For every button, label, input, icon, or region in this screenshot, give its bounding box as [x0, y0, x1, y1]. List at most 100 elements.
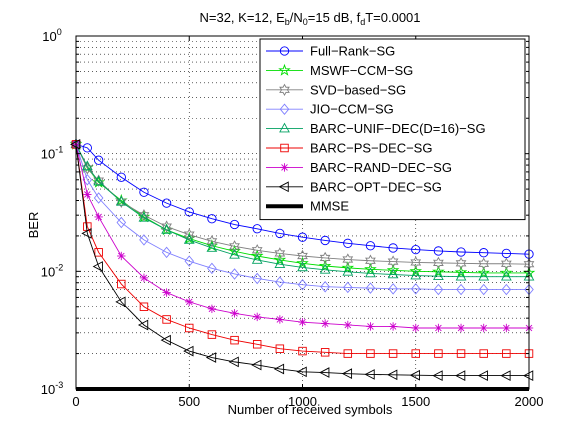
marker-stroke — [208, 305, 216, 313]
legend-label: BARC−RAND−DEC−SG — [310, 160, 452, 175]
data-point — [229, 268, 240, 280]
data-point — [455, 370, 466, 381]
data-point — [115, 195, 127, 206]
data-point — [297, 278, 308, 291]
data-point — [341, 368, 353, 380]
data-point — [296, 366, 307, 378]
data-point — [366, 349, 375, 358]
marker-stroke — [140, 274, 148, 282]
data-point — [93, 192, 104, 204]
data-point — [387, 369, 398, 381]
legend-item: MSWF−CCM−SG — [266, 63, 413, 78]
marker-stroke — [367, 323, 374, 330]
data-point — [388, 349, 398, 358]
series-line — [75, 144, 530, 265]
data-point — [228, 356, 239, 368]
x-tick-label: 0 — [72, 394, 79, 409]
data-point — [365, 254, 376, 267]
data-point — [478, 257, 490, 270]
data-point — [410, 269, 422, 280]
data-point — [456, 349, 466, 358]
data-point — [320, 235, 330, 246]
legend-label: SVD−based−SG — [310, 82, 406, 97]
marker-stroke — [281, 164, 288, 171]
legend-item: BARC−UNIF−DEC(D=16)−SG — [266, 121, 486, 136]
data-point — [500, 370, 511, 381]
data-point — [139, 273, 149, 283]
data-point — [81, 160, 93, 171]
legend-box — [259, 38, 526, 221]
data-point — [228, 244, 241, 257]
data-point — [456, 323, 466, 333]
data-point — [275, 276, 285, 288]
data-point — [229, 240, 240, 253]
legend-marker — [278, 181, 289, 193]
series-line — [75, 144, 529, 329]
data-point — [411, 244, 421, 255]
legend-label: MMSE — [310, 199, 349, 214]
data-point — [388, 283, 398, 295]
data-point — [93, 175, 105, 186]
y-tick-label: 100 — [42, 27, 61, 44]
x-tick-label: 1500 — [401, 394, 430, 409]
data-point — [411, 323, 420, 333]
data-point — [388, 322, 398, 331]
legend-label: BARC−PS−DEC−SG — [310, 141, 432, 156]
marker-stroke — [457, 324, 465, 332]
data-point — [365, 282, 376, 294]
legend-item: Full−Rank−SG — [266, 44, 395, 59]
data-point — [162, 288, 171, 297]
data-point — [478, 283, 489, 296]
data-point — [432, 265, 445, 278]
data-point — [477, 370, 488, 381]
data-point — [298, 317, 307, 327]
marker-stroke — [435, 324, 442, 332]
data-point — [320, 280, 330, 293]
series-6 — [71, 140, 534, 358]
x-tick-label: 500 — [178, 394, 200, 409]
data-point — [92, 261, 103, 272]
legend-item: BARC−OPT−DEC−SG — [266, 179, 442, 194]
marker-stroke — [503, 324, 510, 332]
data-point — [273, 363, 285, 375]
data-point — [409, 369, 420, 381]
legend-marker — [280, 143, 289, 153]
legend-label: JIO−CCM−SG — [310, 102, 394, 117]
data-point — [81, 228, 92, 239]
data-point — [343, 320, 352, 330]
legend-label: BARC−UNIF−DEC(D=16)−SG — [310, 121, 486, 136]
data-point — [69, 138, 81, 150]
data-point — [229, 219, 240, 230]
data-point — [273, 253, 287, 266]
series-line — [75, 144, 529, 278]
data-point — [500, 270, 512, 281]
data-point — [479, 323, 488, 333]
data-point — [275, 315, 285, 324]
data-point — [320, 319, 330, 328]
legend-marker — [280, 163, 289, 172]
data-point — [275, 228, 285, 239]
data-point — [296, 256, 309, 269]
data-point — [433, 283, 444, 296]
marker-stroke — [185, 298, 193, 306]
series-3 — [70, 138, 535, 271]
data-point — [253, 312, 262, 322]
data-point — [207, 304, 217, 314]
data-point — [184, 255, 195, 267]
data-point — [205, 352, 217, 363]
x-tick-label: 1000 — [288, 394, 317, 409]
data-point — [298, 346, 307, 356]
data-point — [364, 262, 377, 275]
data-point — [206, 241, 218, 252]
data-point — [252, 340, 262, 349]
series-line — [75, 144, 529, 377]
data-point — [522, 370, 534, 381]
data-point — [297, 249, 308, 263]
marker-stroke — [163, 289, 170, 296]
data-point — [433, 246, 444, 256]
data-point — [83, 190, 92, 199]
data-point — [252, 272, 262, 285]
marker-stroke — [389, 323, 397, 330]
y-tick-label: 10-3 — [41, 380, 63, 397]
